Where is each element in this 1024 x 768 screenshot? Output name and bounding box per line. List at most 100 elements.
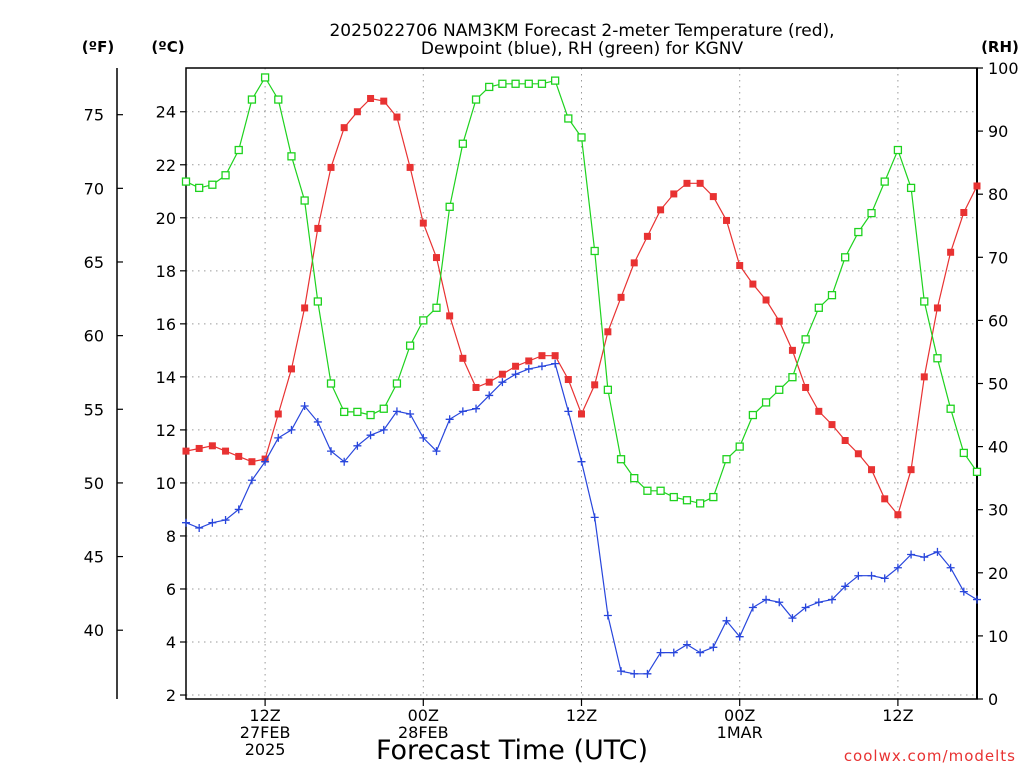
rh-point <box>854 227 863 237</box>
dewpoint-point <box>379 425 388 434</box>
tick-label-fahrenheit: 50 <box>84 474 104 493</box>
rh-point <box>326 379 336 388</box>
temperature-point <box>643 232 651 240</box>
rh-point <box>696 499 705 508</box>
dewpoint-point <box>788 614 797 623</box>
rh-point <box>511 79 520 88</box>
rh-point <box>419 316 428 325</box>
chart-title: 2025022706 NAM3KM Forecast 2-meter Tempe… <box>329 21 834 41</box>
tick-label-celsius: 4 <box>166 633 176 652</box>
tick-label-rh: 80 <box>988 185 1008 204</box>
temperature-point <box>222 447 230 455</box>
rh-point <box>867 208 876 218</box>
rh-point <box>656 486 665 495</box>
temperature-point <box>525 357 533 365</box>
rh-point <box>933 354 942 363</box>
dewpoint-point <box>458 407 467 416</box>
dewpoint-point <box>827 595 836 604</box>
tick-label-rh: 50 <box>988 375 1008 394</box>
dewpoint-point <box>498 378 507 387</box>
dewpoint-point <box>485 391 494 400</box>
rh-point <box>208 180 217 189</box>
dewpoint-point <box>907 550 916 559</box>
dewpoint-point <box>801 603 810 612</box>
rh-point <box>630 473 639 483</box>
temperature-point <box>182 447 190 455</box>
rh-point <box>313 297 322 306</box>
temperature-point <box>670 190 678 198</box>
temperature-point <box>683 179 691 187</box>
rh-point <box>669 492 678 502</box>
tick-label-celsius: 22 <box>156 156 176 175</box>
rh-point <box>524 79 533 88</box>
tick-label-x: 12Z <box>249 706 280 725</box>
tick-label-celsius: 18 <box>156 262 176 281</box>
chart-subtitle: Dewpoint (blue), RH (green) for KGNV <box>421 39 744 59</box>
tick-label-celsius: 8 <box>166 527 176 546</box>
tick-label-rh: 0 <box>988 690 998 709</box>
temperature-point <box>604 328 612 336</box>
temperature-point <box>446 312 454 320</box>
tick-label-rh: 40 <box>988 438 1008 457</box>
rh-point <box>471 95 481 104</box>
dewpoint-point <box>511 370 520 379</box>
temperature-point <box>432 254 440 262</box>
dewpoint-point <box>696 648 705 657</box>
temperature-point <box>551 352 559 360</box>
tick-label-x: 00Z <box>724 706 755 725</box>
dewpoint-point <box>472 404 481 413</box>
rh-point <box>234 145 243 155</box>
dewpoint-point <box>617 667 626 676</box>
dewpoint-point <box>221 516 230 525</box>
tick-label-celsius: 16 <box>156 315 176 334</box>
dewpoint-point <box>946 563 955 572</box>
dewpoint-point <box>340 457 349 466</box>
dewpoint-point <box>920 553 929 562</box>
tick-label-fahrenheit: 45 <box>84 548 104 567</box>
temperature-point <box>393 113 401 121</box>
rh-point <box>946 404 955 413</box>
dewpoint-point <box>353 441 362 450</box>
rh-point <box>814 303 823 312</box>
temperature-point <box>617 293 625 301</box>
tick-label-fahrenheit: 65 <box>84 253 104 272</box>
tick-label-x: 27FEB <box>240 723 291 742</box>
rh-point <box>432 303 441 312</box>
credit-text: coolwx.com/modelts <box>844 747 1016 765</box>
rh-point <box>392 379 402 388</box>
tick-label-x: 2025 <box>245 740 286 759</box>
dewpoint-point <box>327 447 336 456</box>
temperature-point <box>894 511 902 519</box>
axis-label-rh: (RH) <box>981 38 1019 56</box>
temperature-point <box>485 378 493 386</box>
rh-point <box>260 73 270 82</box>
dewpoint-point <box>261 457 270 466</box>
temperature-point <box>749 280 757 288</box>
tick-label-rh: 10 <box>988 627 1008 646</box>
dewpoint-series <box>182 359 981 678</box>
tick-label-rh: 90 <box>988 122 1008 141</box>
dewpoint-point <box>406 409 415 418</box>
temperature-point <box>881 495 889 503</box>
temperature-point <box>630 259 638 267</box>
tick-label-rh: 60 <box>988 311 1008 330</box>
dewpoint-point <box>551 359 560 368</box>
temperature-point <box>235 452 243 460</box>
tick-label-celsius: 24 <box>156 103 176 122</box>
rh-point <box>643 486 652 495</box>
dewpoint-point <box>669 648 678 657</box>
rh-point <box>682 496 692 505</box>
dewpoint-point <box>564 407 573 416</box>
rh-point <box>287 152 296 161</box>
temperature-point <box>828 421 836 429</box>
tick-label-x: 12Z <box>882 706 913 725</box>
tick-label-fahrenheit: 75 <box>84 106 104 125</box>
temperature-point <box>353 108 361 116</box>
temperature-point <box>340 124 348 132</box>
temperature-point <box>301 304 309 312</box>
temperature-point <box>788 346 796 354</box>
tick-label-x: 12Z <box>566 706 597 725</box>
temperature-point <box>920 373 928 381</box>
rh-point <box>761 398 771 407</box>
temperature-point <box>696 179 704 187</box>
